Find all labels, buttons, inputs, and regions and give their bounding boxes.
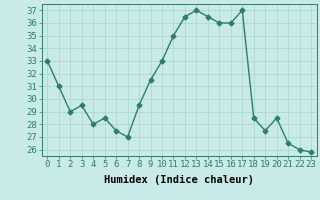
X-axis label: Humidex (Indice chaleur): Humidex (Indice chaleur): [104, 175, 254, 185]
